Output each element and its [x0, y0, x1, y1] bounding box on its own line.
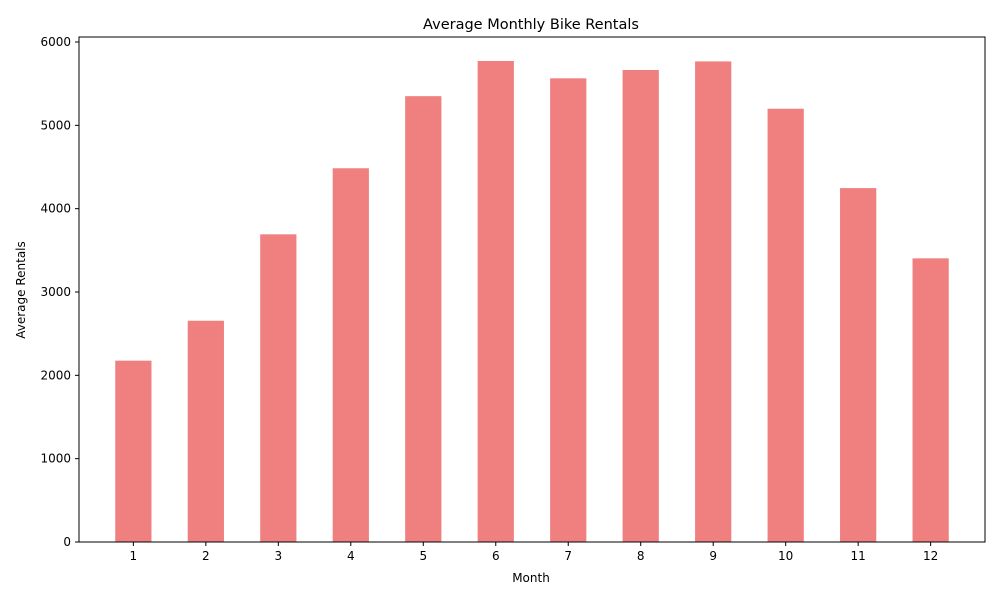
y-axis: 0 1000 2000 3000 4000 5000 6000: [40, 35, 79, 549]
y-tick-label: 0: [63, 535, 71, 549]
x-tick-label: 11: [851, 549, 866, 563]
y-tick-label: 6000: [40, 35, 71, 49]
bar-month-1: [115, 360, 152, 542]
x-tick-label: 12: [923, 549, 938, 563]
y-tick-label: 1000: [40, 452, 71, 466]
bar-month-11: [840, 188, 877, 543]
bar-month-3: [260, 234, 297, 543]
y-tick-label: 2000: [40, 368, 71, 382]
x-tick-label: 10: [778, 549, 793, 563]
x-axis: 1 2 3 4 5 6 7 8 9 10 11 12: [130, 542, 938, 563]
bar-month-2: [187, 320, 224, 542]
bar-month-8: [622, 70, 659, 542]
x-tick-label: 9: [709, 549, 717, 563]
bar-month-7: [550, 78, 587, 542]
bars-group: [115, 61, 949, 543]
plot-frame: [78, 36, 986, 543]
x-axis-label: Month: [512, 571, 550, 585]
chart-title: Average Monthly Bike Rentals: [423, 17, 639, 33]
x-tick-label: 4: [347, 549, 355, 563]
y-axis-label: Average Rentals: [14, 241, 28, 339]
bar-month-5: [405, 96, 442, 543]
y-tick-label: 4000: [40, 202, 71, 216]
x-tick-label: 7: [564, 549, 572, 563]
bar-month-4: [332, 168, 369, 542]
x-tick-label: 3: [274, 549, 282, 563]
y-tick-label: 5000: [40, 118, 71, 132]
bar-month-12: [912, 258, 949, 542]
bar-month-9: [695, 61, 732, 543]
bar-month-6: [477, 61, 514, 542]
x-tick-label: 6: [492, 549, 500, 563]
x-tick-label: 2: [202, 549, 210, 563]
x-tick-label: 8: [637, 549, 645, 563]
x-tick-label: 1: [130, 549, 138, 563]
x-tick-label: 5: [419, 549, 427, 563]
y-tick-label: 3000: [40, 285, 71, 299]
bar-month-10: [767, 108, 804, 542]
